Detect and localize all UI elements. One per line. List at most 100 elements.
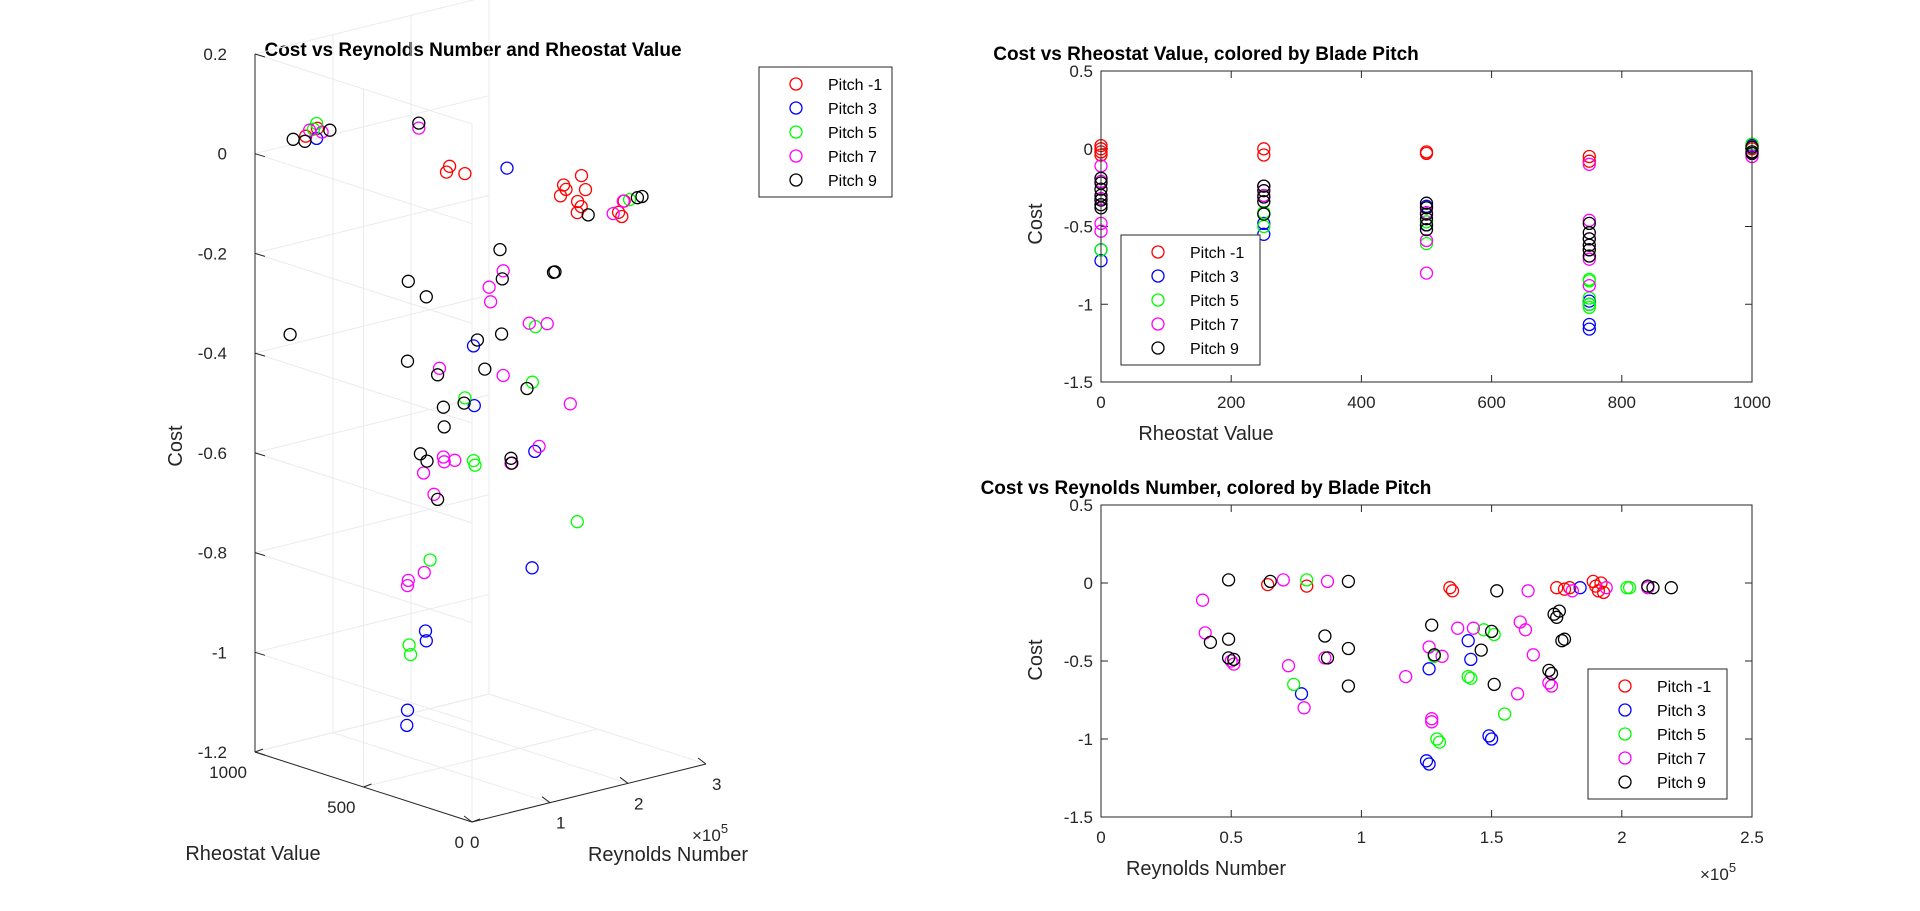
legend-marker [1618, 703, 1632, 717]
x-tick-label: 200 [1217, 393, 1245, 412]
plot-3d-y-label: Rheostat Value [185, 843, 320, 865]
data-point [1419, 212, 1434, 226]
data-point [1550, 610, 1564, 624]
data-point [483, 295, 498, 309]
data-point [1482, 729, 1496, 743]
data-point [495, 272, 509, 286]
plot-reynolds-legend: Pitch -1 Pitch 3 Pitch 5 Pitch 7 Pitch 9 [1587, 668, 1728, 800]
plot-reynolds: Cost vs Reynolds Number, colored by Blad… [981, 478, 1764, 884]
legend-marker [1151, 293, 1165, 307]
data-point [1582, 322, 1596, 336]
data-point [1582, 232, 1596, 246]
data-point [1419, 236, 1434, 251]
data-point [430, 492, 445, 507]
legend-marker [789, 149, 803, 163]
legend-marker [789, 173, 803, 187]
y-tick-label: -1 [1078, 295, 1093, 314]
data-point [420, 454, 434, 468]
z-tick-mark [254, 651, 266, 656]
data-point [496, 368, 510, 383]
legend-marker [1618, 727, 1632, 741]
z-tick-mark [254, 452, 266, 457]
data-point [1257, 219, 1271, 234]
data-point [578, 182, 593, 197]
data-point [436, 400, 451, 414]
plot-rheostat-y-label: Cost [1025, 203, 1047, 245]
plot-rheostat-axes-box [1100, 70, 1753, 383]
data-point [1582, 297, 1596, 311]
grid-line [363, 728, 598, 788]
data-point [1487, 627, 1501, 642]
legend-label: Pitch -1 [828, 77, 882, 94]
x-tick-label: 2.5 [1740, 828, 1764, 847]
data-point [1555, 634, 1569, 648]
data-point [400, 703, 415, 717]
plot-3d-x-ticks: 0 1 2 3 [463, 757, 721, 852]
plot-rheostat: Cost vs Rheostat Value, colored by Blade… [993, 44, 1771, 445]
data-point [458, 166, 472, 181]
data-point [1257, 190, 1271, 204]
data-point [1557, 582, 1572, 596]
data-point [1419, 215, 1434, 229]
legend-label: Pitch 3 [1190, 269, 1239, 286]
z-tick-label: -1 [212, 643, 227, 662]
data-point [1276, 573, 1290, 587]
data-point [403, 647, 418, 662]
data-point [1594, 576, 1608, 590]
x-tick-label: 0 [1096, 393, 1105, 412]
data-point [430, 368, 445, 382]
data-point [1341, 679, 1356, 693]
data-point [615, 209, 629, 224]
data-point [1518, 623, 1533, 637]
data-point [1582, 317, 1596, 332]
data-point [1257, 142, 1271, 156]
y-tick-label: -0.5 [1064, 218, 1093, 237]
data-point [1287, 677, 1301, 692]
data-point [1521, 584, 1535, 598]
plot-reynolds-y-label: Cost [1025, 639, 1047, 681]
data-point [1451, 621, 1465, 635]
data-point [563, 397, 577, 411]
data-point [1582, 149, 1596, 164]
data-point [606, 206, 620, 221]
data-point [1422, 757, 1436, 771]
data-point [559, 182, 573, 197]
data-point [1430, 732, 1444, 746]
data-point [1419, 146, 1434, 161]
data-point [1487, 677, 1501, 692]
data-point [417, 565, 431, 580]
data-point [1466, 621, 1481, 635]
z-tick-mark [254, 53, 266, 58]
data-point [470, 333, 485, 347]
legend-marker [789, 125, 803, 139]
data-point [525, 561, 539, 575]
legend-box [758, 66, 893, 198]
y-tick-mark [254, 748, 264, 753]
grid-line [254, 95, 490, 155]
data-point [611, 205, 626, 219]
data-point [1582, 157, 1596, 171]
data-point [1320, 651, 1335, 665]
grid-line [254, 194, 490, 254]
data-point [1257, 184, 1271, 198]
data-point [1221, 651, 1236, 665]
legend-label: Pitch 9 [828, 173, 877, 190]
plot-3d-z-label: Cost [165, 425, 187, 467]
plot-3d-y-ticks: 0 500 1000 [209, 748, 481, 852]
y-tick-label: 0 [455, 833, 464, 852]
data-point [467, 398, 481, 413]
x-tick-mark [619, 776, 629, 784]
plot-reynolds-title: Cost vs Reynolds Number, colored by Blad… [981, 478, 1432, 499]
z-tick-label: -1.2 [198, 743, 227, 762]
x-tick-mark [541, 796, 551, 804]
legend-label: Pitch 5 [828, 125, 877, 142]
data-point [400, 354, 415, 368]
data-point [1198, 626, 1212, 640]
data-point [1263, 574, 1277, 589]
legend-label: Pitch 5 [1657, 727, 1706, 744]
data-point [1582, 278, 1596, 293]
data-point [1297, 701, 1311, 715]
z-tick-label: 0.2 [203, 45, 227, 64]
data-point [400, 578, 415, 593]
